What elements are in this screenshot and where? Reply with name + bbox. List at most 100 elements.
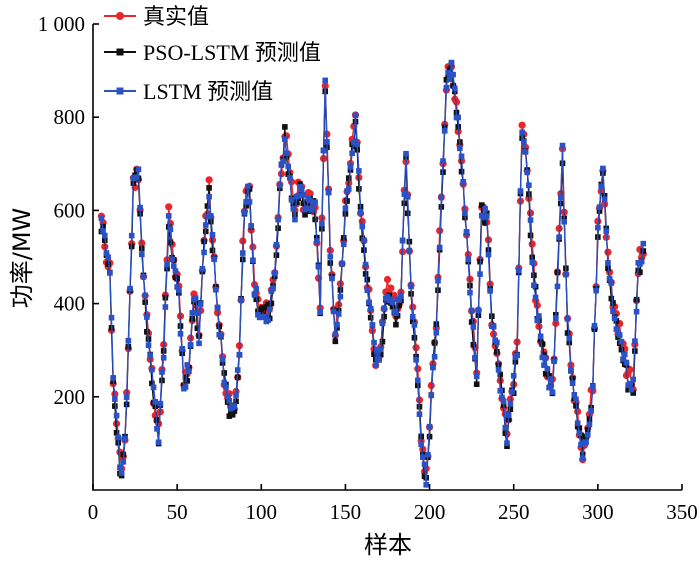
data-point [186, 368, 192, 375]
data-point [157, 400, 164, 407]
data-point [133, 174, 140, 180]
data-point [504, 440, 510, 446]
data-point [463, 229, 470, 235]
data-point [505, 412, 512, 418]
x-tick-label: 250 [498, 500, 530, 524]
data-point [194, 325, 201, 332]
data-point [472, 354, 478, 361]
data-point [118, 470, 125, 476]
data-point [108, 314, 115, 321]
data-point [319, 220, 325, 227]
data-point [208, 213, 214, 219]
data-point [542, 370, 549, 377]
x-axis-title: 样本 [364, 531, 412, 559]
data-point [371, 351, 377, 358]
data-point [192, 295, 199, 301]
data-point [640, 240, 647, 247]
data-point [324, 138, 330, 145]
data-point [529, 259, 536, 266]
data-point [361, 247, 367, 253]
data-point [436, 244, 443, 251]
data-point [478, 202, 485, 208]
data-point [167, 226, 174, 233]
data-point [317, 309, 323, 316]
legend-entry-pso-lstm: PSO-LSTM 预测值 [104, 40, 321, 65]
data-point [295, 192, 302, 199]
data-point [425, 451, 431, 458]
data-point [236, 351, 243, 358]
data-point [329, 275, 335, 282]
data-point [450, 82, 456, 89]
data-point [347, 164, 354, 170]
data-point [172, 268, 179, 274]
data-point [241, 209, 248, 216]
data-point [426, 423, 433, 430]
data-point [566, 335, 573, 342]
data-point [177, 330, 184, 337]
data-point [260, 304, 266, 311]
data-point [149, 380, 155, 387]
data-point [270, 285, 276, 292]
series-2 [98, 59, 647, 488]
data-point [497, 387, 504, 394]
data-point [145, 342, 152, 349]
data-point [147, 352, 154, 359]
data-point [621, 351, 628, 358]
data-point [352, 112, 359, 119]
data-point [150, 384, 157, 391]
data-point [340, 241, 347, 248]
data-point [408, 283, 414, 290]
y-axis-ticks: 200 400 600 800 1 000 [38, 12, 99, 409]
data-point [381, 313, 387, 320]
data-point [320, 147, 327, 154]
x-tick-label: 0 [88, 500, 99, 524]
data-point [563, 271, 569, 278]
data-point [611, 315, 618, 322]
data-point [470, 341, 477, 348]
data-point [300, 200, 307, 206]
data-point [399, 237, 406, 244]
data-point [381, 305, 387, 311]
data-point [371, 339, 377, 346]
data-point [532, 294, 539, 301]
data-point [541, 362, 547, 368]
data-point [202, 222, 209, 228]
data-point [440, 158, 446, 164]
data-point [416, 411, 423, 417]
data-point [546, 373, 552, 379]
data-point [288, 197, 295, 203]
data-point [164, 261, 170, 268]
x-tick-label: 100 [246, 500, 278, 524]
x-tick-label: 200 [414, 500, 446, 524]
legend-marker-lstm [116, 87, 124, 95]
data-point [446, 76, 453, 83]
data-point [182, 384, 189, 390]
data-point [218, 332, 224, 339]
data-point [246, 199, 253, 205]
data-point [389, 304, 396, 310]
x-tick-label: 50 [167, 500, 188, 524]
data-point [431, 353, 438, 360]
data-point [361, 237, 367, 243]
data-point [517, 188, 524, 194]
data-point [603, 228, 610, 234]
data-point [521, 139, 527, 145]
data-point [384, 293, 391, 300]
data-point [462, 210, 468, 217]
data-point [349, 150, 355, 157]
data-point [233, 392, 239, 398]
data-point [507, 400, 514, 407]
data-point [480, 214, 487, 221]
data-point [169, 256, 175, 263]
data-point [406, 247, 413, 254]
data-point [627, 380, 633, 387]
data-point [369, 322, 376, 328]
data-point [448, 59, 455, 66]
data-point [142, 292, 148, 299]
data-point [450, 71, 456, 78]
data-point [115, 434, 122, 441]
data-point [213, 286, 219, 293]
data-point [219, 356, 226, 363]
data-point [421, 461, 428, 468]
data-point [526, 182, 532, 189]
